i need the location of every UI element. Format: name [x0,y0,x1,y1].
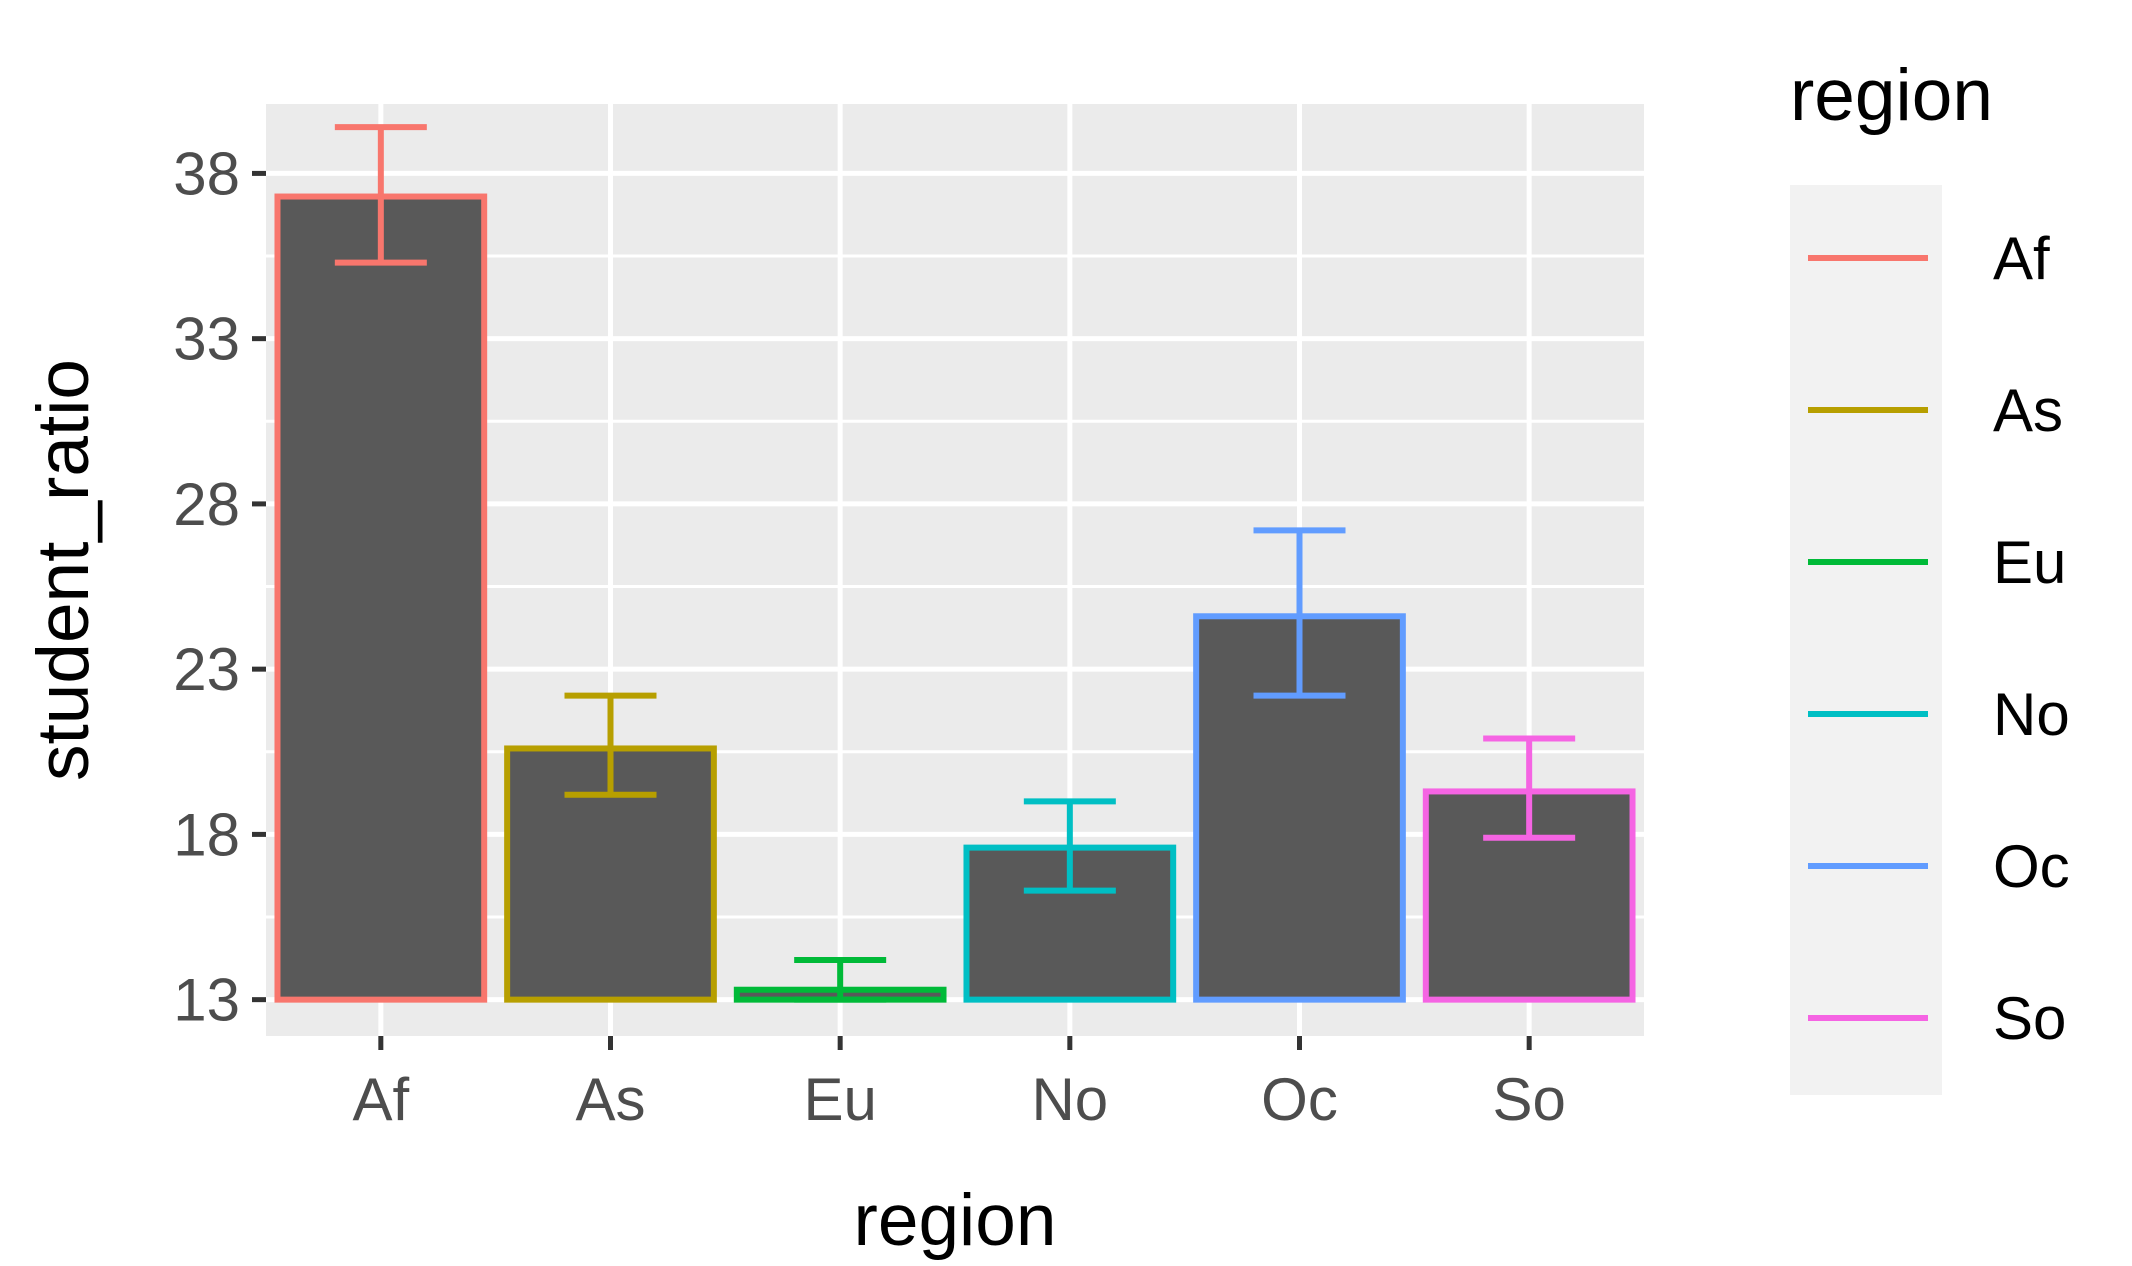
y-tick-label: 13 [173,967,240,1034]
legend-key-background [1790,185,1942,1095]
legend-item-oc: Oc [1808,833,2070,900]
x-tick-label: So [1492,1066,1565,1133]
error-bar-eu [794,956,887,1003]
y-axis: 13 18 23 28 33 38 [173,140,266,1034]
legend-item-so: So [1808,985,2066,1052]
error-bar-as [564,692,657,798]
legend-label: As [1993,377,2063,444]
legend-item-af: Af [1808,225,2050,292]
x-tick-label: Oc [1261,1066,1338,1133]
legend-item-as: As [1808,377,2063,444]
x-tick-label: No [1031,1066,1108,1133]
legend-label: Af [1993,225,2050,292]
y-tick-label: 28 [173,471,240,538]
error-bar-no [1023,798,1116,894]
y-tick-label: 18 [173,801,240,868]
legend-item-eu: Eu [1808,529,2066,596]
x-tick-label: Af [352,1066,409,1133]
legend-label: Oc [1993,833,2070,900]
legend-label: No [1993,681,2070,748]
x-axis-title: region [854,1180,1057,1261]
y-tick-label: 38 [173,140,240,207]
legend: region Af As Eu No Oc So [1790,55,2070,1095]
legend-label: So [1993,985,2066,1052]
x-tick-label: Eu [803,1066,876,1133]
x-tick-label: As [575,1066,645,1133]
error-bars [334,124,1576,1003]
plot-panel [266,104,1644,1036]
legend-label: Eu [1993,529,2066,596]
error-bar-oc [1253,527,1346,699]
y-tick-label: 23 [173,636,240,703]
bar-af [274,193,488,1003]
x-axis: Af As Eu No Oc So [352,1036,1566,1133]
minor-gridlines [266,254,1644,919]
legend-title: region [1790,55,1993,136]
legend-item-no: No [1808,681,2070,748]
y-axis-title: student_ratio [23,359,104,781]
y-tick-label: 33 [173,306,240,373]
error-bar-af [334,124,427,266]
error-bar-so [1483,735,1576,841]
